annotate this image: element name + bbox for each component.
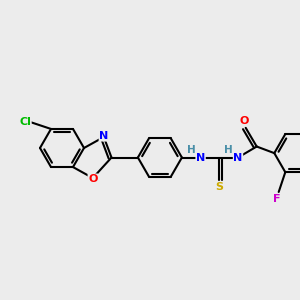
Text: N: N (99, 131, 108, 141)
Text: N: N (233, 152, 243, 163)
Text: H: H (187, 145, 196, 154)
Text: F: F (273, 194, 280, 204)
Text: O: O (88, 174, 98, 184)
Text: S: S (215, 182, 223, 191)
Text: O: O (239, 116, 248, 126)
Text: Cl: Cl (19, 117, 31, 127)
Text: N: N (196, 152, 205, 163)
Text: H: H (224, 145, 233, 154)
